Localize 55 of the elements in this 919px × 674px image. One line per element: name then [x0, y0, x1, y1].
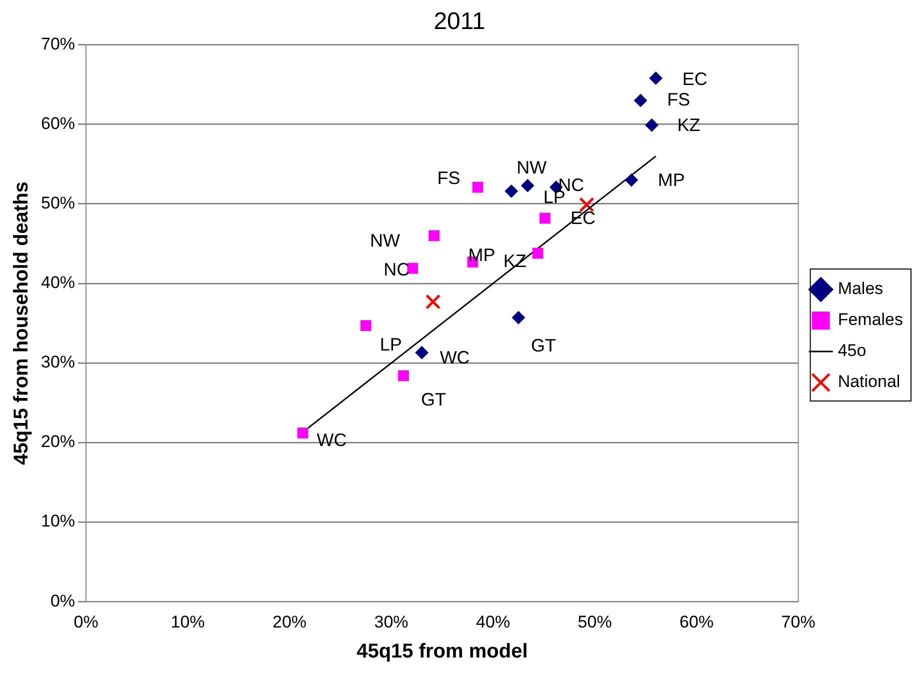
- data-label: FS: [437, 168, 460, 188]
- x-axis-title: 45q15 from model: [356, 640, 528, 663]
- legend-label: National: [838, 372, 900, 392]
- data-label: LP: [380, 334, 402, 355]
- point: [360, 320, 372, 332]
- point: [398, 370, 409, 382]
- data-label: WC: [316, 430, 347, 450]
- data-label: NW: [516, 158, 547, 178]
- point: [521, 179, 534, 192]
- x-tick-label: 0%: [74, 612, 98, 632]
- y-tick-label: 40%: [40, 273, 76, 292]
- point: [425, 294, 441, 310]
- point: [472, 182, 484, 193]
- x-tick-label: 50%: [578, 612, 612, 632]
- point: [579, 197, 594, 212]
- data-label: WC: [440, 348, 470, 368]
- y-axis-title: 45q15 from household deaths: [10, 182, 33, 465]
- point: [539, 212, 550, 224]
- point: [428, 230, 440, 242]
- y-tick-label: 0%: [50, 591, 76, 610]
- data-label: EC: [682, 69, 708, 90]
- data-label: FS: [667, 89, 690, 110]
- data-label: MP: [658, 170, 685, 190]
- data-label: NW: [370, 230, 400, 251]
- point: [645, 118, 658, 132]
- x-tick-label: 10%: [170, 612, 205, 632]
- y-tick-label: 60%: [40, 114, 76, 134]
- x-tick-label: 30%: [374, 612, 408, 632]
- data-label: GT: [530, 336, 556, 356]
- x-tick-label: 40%: [476, 612, 510, 632]
- y-tick-label: 20%: [40, 432, 76, 452]
- point: [512, 311, 525, 324]
- point: [624, 174, 638, 187]
- legend-label: Females: [838, 310, 903, 330]
- y-tick-label: 70%: [40, 34, 76, 54]
- y-tick-label: 10%: [40, 512, 76, 531]
- point: [649, 72, 662, 85]
- point: [634, 94, 648, 107]
- point: [532, 248, 544, 259]
- point: [415, 346, 428, 360]
- point: [504, 184, 518, 198]
- point: [297, 428, 308, 438]
- data-label: EC: [570, 208, 596, 228]
- x-tick-label: 60%: [680, 612, 714, 632]
- y-tick-label: 50%: [40, 194, 76, 213]
- data-label: MP: [468, 244, 496, 265]
- legend-label: 45o: [838, 341, 866, 360]
- x-tick-label: 70%: [781, 612, 816, 632]
- legend-label: Males: [838, 279, 884, 298]
- data-label: KZ: [677, 115, 700, 136]
- data-label: GT: [421, 390, 446, 410]
- y-tick-label: 30%: [40, 352, 76, 372]
- data-label: NC: [384, 259, 410, 280]
- chart-title: 2011: [434, 8, 486, 36]
- x-tick-label: 20%: [272, 612, 307, 632]
